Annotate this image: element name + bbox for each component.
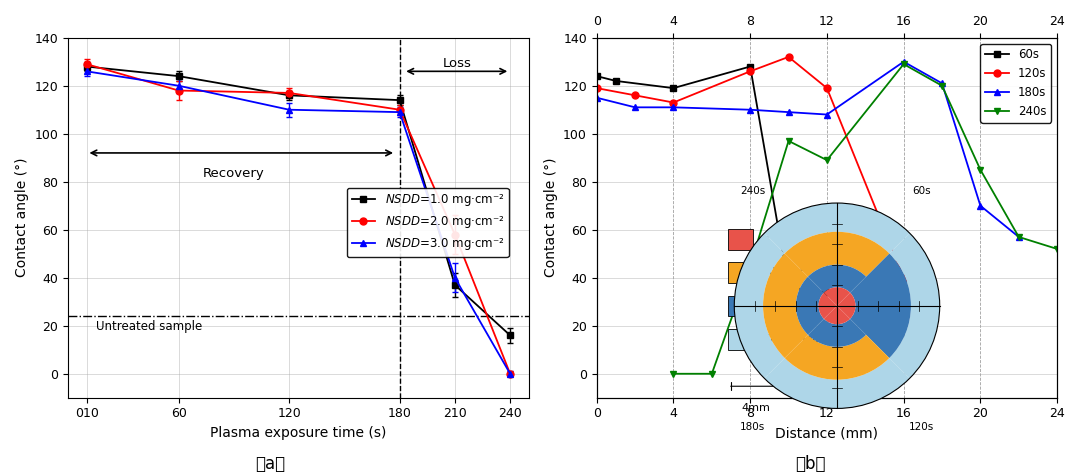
Text: < 30°: < 30° [762,234,795,244]
240s [821,157,834,163]
Text: Recovery: Recovery [203,167,265,180]
Wedge shape [837,292,855,319]
180s [821,112,834,118]
Wedge shape [824,306,850,324]
Text: （a）: （a） [255,455,285,473]
180s [667,104,680,110]
180s [591,95,604,100]
Text: 240s: 240s [740,186,766,196]
Bar [728,263,753,283]
Wedge shape [819,292,837,319]
Bar [728,229,753,250]
Line: 180s: 180s [593,58,1023,240]
60s [782,284,795,290]
120s [821,85,834,91]
60s [591,73,604,79]
180s [782,109,795,115]
Wedge shape [808,264,866,292]
Line: 60s: 60s [593,63,831,296]
60s [821,289,834,295]
Wedge shape [796,277,824,335]
Text: 30°-90°: 30°-90° [762,267,806,277]
180s [1012,234,1025,240]
180s [744,107,757,112]
Bar [728,328,753,349]
180s [897,59,910,64]
Wedge shape [824,287,850,306]
Wedge shape [765,358,909,409]
240s [1012,234,1025,240]
Y-axis label: Contact angle (°): Contact angle (°) [543,158,557,277]
Legend: 60s, 120s, 180s, 240s: 60s, 120s, 180s, 240s [981,44,1051,123]
240s [935,83,948,89]
Wedge shape [785,335,889,380]
60s [667,85,680,91]
240s [974,167,987,173]
60s [609,78,622,84]
120s [629,92,642,98]
Text: 4mm: 4mm [741,403,770,413]
240s [667,371,680,377]
Line: 240s: 240s [670,61,1061,377]
240s [705,371,718,377]
Wedge shape [764,254,808,358]
120s [744,68,757,74]
Text: 180s: 180s [740,422,766,432]
Text: Loss: Loss [443,56,471,70]
Line: 120s: 120s [593,54,907,281]
Text: 120s: 120s [908,422,934,432]
Text: >90°: >90° [762,301,792,310]
120s [897,275,910,281]
120s [667,100,680,105]
240s [1051,246,1064,252]
120s [591,85,604,91]
Wedge shape [850,254,910,358]
120s [782,54,795,60]
60s [744,64,757,69]
Wedge shape [889,233,940,378]
Legend: $\mathit{NSDD}$=1.0 mg·cm⁻², $\mathit{NSDD}$=2.0 mg·cm⁻², $\mathit{NSDD}$=3.0 mg: $\mathit{NSDD}$=1.0 mg·cm⁻², $\mathit{NS… [347,188,509,257]
Wedge shape [734,233,785,378]
240s [744,263,757,269]
180s [935,81,948,86]
240s [897,61,910,67]
180s [629,104,642,110]
180s [974,203,987,209]
Text: Untreated sample: Untreated sample [96,320,202,333]
Text: 60s: 60s [912,186,931,196]
Wedge shape [808,319,866,347]
240s [782,138,795,144]
Wedge shape [765,203,909,254]
Wedge shape [785,232,889,277]
Y-axis label: Contact angle (°): Contact angle (°) [15,158,29,277]
Text: Undefined: Undefined [762,334,820,344]
X-axis label: Plasma exposure time (s): Plasma exposure time (s) [211,426,387,440]
Text: （b）: （b） [795,455,825,473]
X-axis label: Distance (mm): Distance (mm) [775,426,878,440]
Bar [728,295,753,316]
